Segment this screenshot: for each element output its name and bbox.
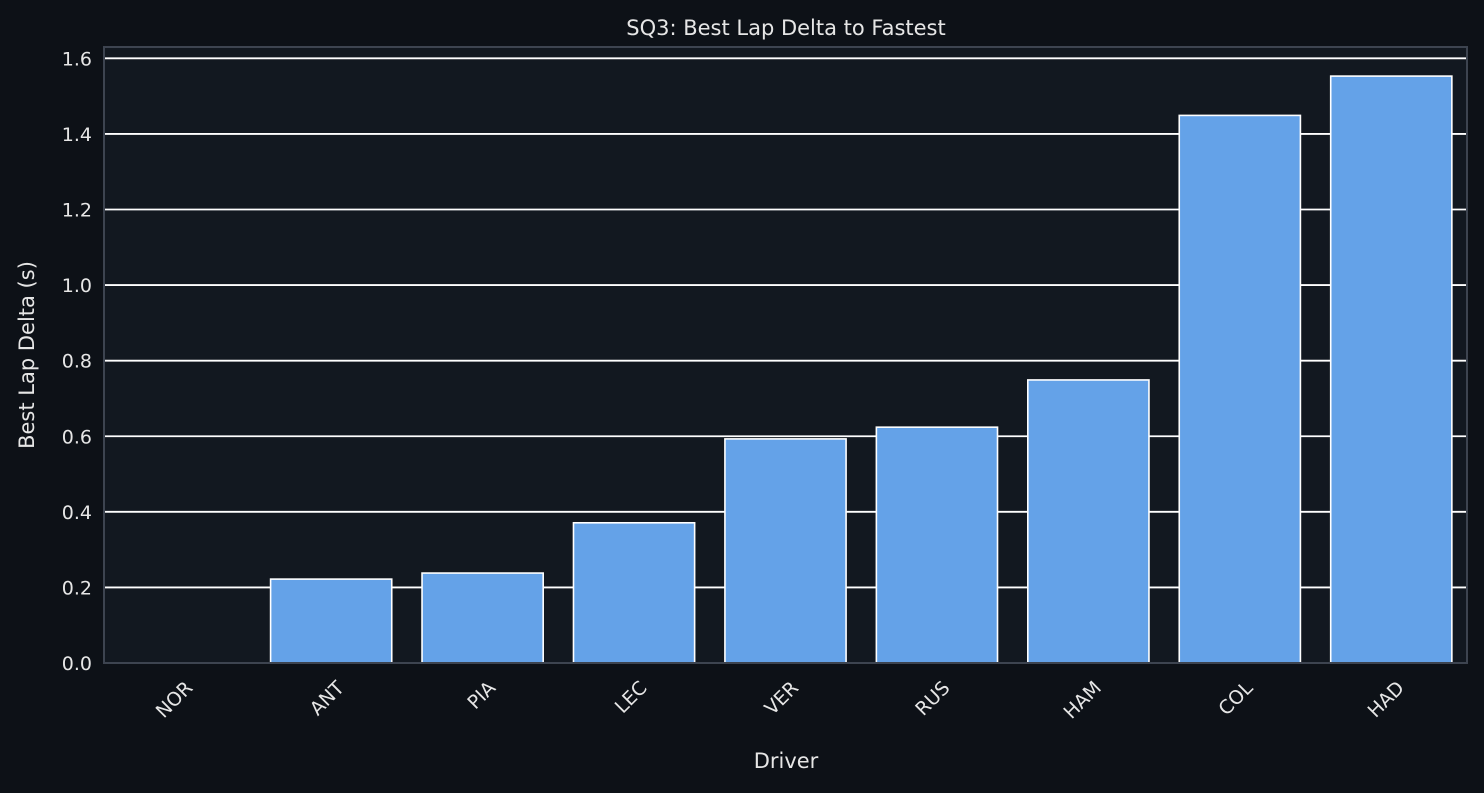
y-axis-label: Best Lap Delta (s) [15,261,39,449]
x-tick-label: PIA [463,677,500,714]
bar-rus [875,426,999,664]
bar-layer [269,75,1453,664]
y-tick-label: 1.0 [62,275,92,297]
bar-lec [572,521,696,664]
y-tick-label: 0.8 [62,351,92,373]
x-tick-label: RUS [911,677,954,720]
y-tick-label: 0.2 [62,577,92,599]
y-tick-label: 0.0 [62,653,92,675]
x-tick-labels: NOR ANT PIA LEC VER RUS HAM COL HAD [152,677,1409,724]
chart-title: SQ3: Best Lap Delta to Fastest [626,16,945,40]
x-tick-label: LEC [611,677,652,718]
bar-had [1329,75,1453,664]
bar-ham [1027,379,1150,664]
y-tick-label: 1.6 [62,48,92,70]
bar-ver [724,438,847,664]
y-tick-label: 0.6 [62,426,92,448]
y-tick-label: 0.4 [62,502,92,524]
bar-pia [421,572,544,664]
x-tick-label: HAM [1059,677,1105,723]
x-tick-label: COL [1214,677,1257,720]
x-tick-label: ANT [306,677,349,720]
bar-col [1178,114,1302,664]
x-tick-label: HAD [1364,677,1409,722]
x-axis-label: Driver [754,749,819,773]
y-tick-label: 1.2 [62,200,92,222]
bar-ant [269,578,393,664]
y-tick-labels: 0.0 0.2 0.4 0.6 0.8 1.0 1.2 1.4 1.6 [62,48,92,675]
y-tick-label: 1.4 [62,124,92,146]
x-tick-label: NOR [152,677,198,723]
plot-frame [103,46,1468,664]
x-tick-label: VER [760,677,803,720]
